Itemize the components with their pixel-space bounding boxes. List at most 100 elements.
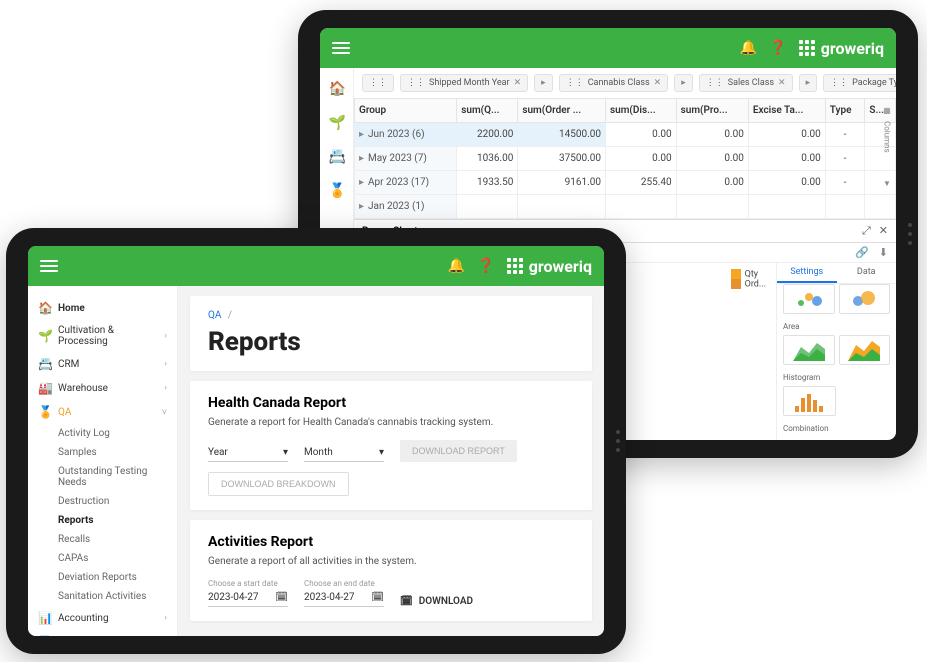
month-select[interactable]: Month▾ bbox=[304, 444, 384, 462]
brand-logo: groweriq bbox=[507, 257, 592, 276]
sidebar-subitem[interactable]: Destruction bbox=[58, 492, 177, 511]
thumb-scatter[interactable] bbox=[783, 284, 835, 314]
pill-sales-class[interactable]: ⋮⋮ Sales Class ✕ bbox=[699, 74, 793, 92]
mini-plant-icon[interactable]: 🌱 bbox=[329, 116, 345, 132]
thumb-empty[interactable] bbox=[840, 386, 891, 416]
pill-grip[interactable]: ⋮⋮ bbox=[362, 74, 394, 92]
sidebar-subitem[interactable]: Reports bbox=[58, 511, 177, 530]
crumb-root[interactable]: QA bbox=[208, 310, 221, 321]
activities-card: Activities Report Generate a report of a… bbox=[190, 520, 592, 621]
main-column: QA / Reports Health Canada Report Genera… bbox=[178, 286, 604, 636]
table-side-tools: ▦ Columns ▼ bbox=[878, 106, 896, 188]
end-date-field[interactable]: Choose an end date 2023-04-27🗓 bbox=[304, 579, 384, 607]
sidebar-subitem[interactable]: CAPAs bbox=[58, 549, 177, 568]
columns-icon[interactable]: ▦ bbox=[883, 106, 891, 115]
data-table: Group sum(Q... sum(Order ... sum(Dis... … bbox=[354, 98, 896, 219]
col-order[interactable]: sum(Order ... bbox=[518, 99, 606, 123]
menu-icon[interactable] bbox=[332, 42, 350, 54]
sidebar-item-warehouse[interactable]: 🏭Warehouse› bbox=[28, 376, 177, 400]
mini-home-icon[interactable]: 🏠 bbox=[329, 82, 345, 98]
pill-chev-2[interactable]: ▸ bbox=[674, 74, 693, 92]
page-title: Reports bbox=[208, 327, 574, 357]
tab-data[interactable]: Data bbox=[837, 263, 897, 283]
chart-settings-panel: Settings Data Area bbox=[776, 263, 896, 440]
calendar-icon: 🗓 bbox=[275, 592, 288, 603]
table-row[interactable]: ▸Apr 2023 (17)1933.509161.00255.400.000.… bbox=[355, 171, 896, 195]
tab-settings[interactable]: Settings bbox=[777, 263, 837, 283]
start-date-field[interactable]: Choose a start date 2023-04-27🗓 bbox=[208, 579, 288, 607]
hc-desc: Generate a report for Health Canada's ca… bbox=[208, 417, 574, 428]
download-report-button[interactable]: DOWNLOAD REPORT bbox=[400, 440, 517, 462]
sidebar-subitem[interactable]: Recalls bbox=[58, 530, 177, 549]
breadcrumb: QA / bbox=[208, 310, 574, 321]
legend-item: Qty bbox=[731, 269, 766, 279]
front-screen: 🔔 ❓ groweriq 🏠Home🌱Cultivation & Process… bbox=[28, 246, 604, 636]
sidebar-item-documents[interactable]: 📄Documents› bbox=[28, 630, 177, 636]
help-icon[interactable]: ❓ bbox=[769, 40, 786, 56]
col-dis[interactable]: sum(Dis... bbox=[606, 99, 677, 123]
download-icon: 🗓 bbox=[400, 596, 413, 607]
sidebar-subitem[interactable]: Sanitation Activities bbox=[58, 587, 177, 606]
filter-icon[interactable]: ▼ bbox=[883, 179, 891, 188]
act-title: Activities Report bbox=[208, 534, 574, 550]
mini-badge-icon[interactable]: 🏅 bbox=[329, 184, 345, 200]
year-select[interactable]: Year▾ bbox=[208, 444, 288, 462]
col-tax[interactable]: Excise Ta... bbox=[748, 99, 825, 123]
pill-cannabis-class[interactable]: ⋮⋮ Cannabis Class ✕ bbox=[559, 74, 669, 92]
download-breakdown-button[interactable]: DOWNLOAD BREAKDOWN bbox=[208, 472, 349, 496]
expand-icon[interactable]: ⤢ bbox=[862, 224, 871, 238]
front-tablet: 🔔 ❓ groweriq 🏠Home🌱Cultivation & Process… bbox=[6, 228, 626, 654]
columns-label: Columns bbox=[883, 121, 892, 153]
topbar-front: 🔔 ❓ groweriq bbox=[28, 246, 604, 286]
sidebar: 🏠Home🌱Cultivation & Processing›📇CRM›🏭War… bbox=[28, 286, 178, 636]
pill-shipped-month[interactable]: ⋮⋮ Shipped Month Year ✕ bbox=[400, 74, 528, 92]
tablet-buttons bbox=[908, 223, 912, 245]
thumb-area-b[interactable] bbox=[839, 335, 891, 365]
table-row[interactable]: ▸Jun 2023 (6)2200.0014500.000.000.000.00… bbox=[355, 123, 896, 147]
thumb-area-a[interactable] bbox=[783, 335, 835, 365]
title-card: QA / Reports bbox=[190, 296, 592, 371]
table-header-row: Group sum(Q... sum(Order ... sum(Dis... … bbox=[355, 99, 896, 123]
sidebar-subitem[interactable]: Activity Log bbox=[58, 424, 177, 443]
histogram-label: Histogram bbox=[777, 369, 896, 386]
mini-list-icon[interactable]: 📇 bbox=[329, 150, 345, 166]
help-icon[interactable]: ❓ bbox=[477, 258, 494, 274]
filter-pill-row: ⋮⋮ ⋮⋮ Shipped Month Year ✕ ▸ ⋮⋮ Cannabis… bbox=[354, 68, 896, 98]
table-row[interactable]: ▸Jan 2023 (1) bbox=[355, 195, 896, 219]
col-group[interactable]: Group bbox=[355, 99, 457, 123]
thumb-bubble[interactable] bbox=[839, 284, 891, 314]
sidebar-item-home[interactable]: 🏠Home bbox=[28, 296, 177, 320]
menu-icon[interactable] bbox=[40, 260, 58, 272]
calendar-icon: 🗓 bbox=[371, 592, 384, 603]
download-icon[interactable]: ⬇ bbox=[879, 246, 888, 259]
table-row[interactable]: ▸May 2023 (7)1036.0037500.000.000.000.00… bbox=[355, 147, 896, 171]
sidebar-subitem[interactable]: Outstanding Testing Needs bbox=[58, 462, 177, 492]
health-canada-card: Health Canada Report Generate a report f… bbox=[190, 381, 592, 510]
crumb-sep: / bbox=[228, 310, 232, 321]
hc-title: Health Canada Report bbox=[208, 395, 574, 411]
brand-name: groweriq bbox=[529, 257, 592, 276]
sidebar-item-crm[interactable]: 📇CRM› bbox=[28, 352, 177, 376]
col-qty[interactable]: sum(Q... bbox=[457, 99, 518, 123]
thumb-histogram[interactable] bbox=[783, 386, 836, 416]
bell-icon[interactable]: 🔔 bbox=[448, 258, 465, 274]
col-pro[interactable]: sum(Pro... bbox=[676, 99, 748, 123]
chart-legend: QtyOrd... bbox=[731, 269, 766, 290]
pill-chev-1[interactable]: ▸ bbox=[534, 74, 553, 92]
sidebar-item-accounting[interactable]: 📊Accounting› bbox=[28, 606, 177, 630]
sidebar-subitem[interactable]: Samples bbox=[58, 443, 177, 462]
pill-chev-3[interactable]: ▸ bbox=[799, 74, 818, 92]
close-icon[interactable]: ✕ bbox=[879, 224, 888, 238]
legend-item: Ord... bbox=[731, 279, 766, 289]
bell-icon[interactable]: 🔔 bbox=[740, 40, 757, 56]
pill-package-type[interactable]: ⋮⋮ Package Type ✕ bbox=[823, 74, 896, 92]
download-link[interactable]: 🗓 DOWNLOAD bbox=[400, 596, 473, 607]
sidebar-subitem[interactable]: Deviation Reports bbox=[58, 568, 177, 587]
sidebar-item-cultivation-processing[interactable]: 🌱Cultivation & Processing› bbox=[28, 320, 177, 352]
combination-label: Combination bbox=[777, 420, 896, 437]
act-desc: Generate a report of all activities in t… bbox=[208, 556, 574, 567]
sidebar-item-qa[interactable]: 🏅QA˅ bbox=[28, 400, 177, 424]
topbar-back: 🔔 ❓ groweriq bbox=[320, 28, 896, 68]
col-type[interactable]: Type bbox=[825, 99, 865, 123]
link-icon[interactable]: 🔗 bbox=[855, 246, 869, 259]
